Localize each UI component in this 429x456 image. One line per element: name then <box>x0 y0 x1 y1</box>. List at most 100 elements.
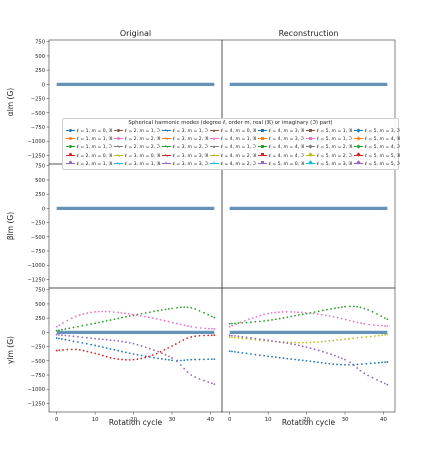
data-point <box>72 326 75 329</box>
legend-label: ℓ = 5, m = 5, ℜ <box>365 153 401 159</box>
legend-label: ℓ = 5, m = 4, ℑ <box>365 145 400 151</box>
legend-label: ℓ = 3, m = 2, ℜ <box>173 137 209 143</box>
legend-item: ℓ = 2, m = 0, ℜ <box>66 153 112 160</box>
legend-title: Spherical harmonic modes (degree ℓ, orde… <box>128 120 333 126</box>
data-point <box>98 321 100 324</box>
legend-label: ℓ = 5, m = 5, ℑ <box>365 161 400 167</box>
data-point <box>70 348 73 351</box>
legend-swatch <box>162 153 171 157</box>
data-point <box>124 315 127 318</box>
x-tick-label: 40 <box>380 417 387 423</box>
legend-swatch <box>66 128 75 132</box>
data-point <box>78 314 81 316</box>
data-point <box>254 338 257 341</box>
legend-label: ℓ = 4, m = 2, ℑ <box>221 161 256 167</box>
data-point <box>336 339 338 341</box>
data-point <box>198 358 201 361</box>
data-point <box>313 341 316 344</box>
y-tick-label: 500 <box>35 54 45 60</box>
panel-frame-gamma-reconstruction <box>221 287 396 413</box>
legend-label: ℓ = 4, m = 3, ℜ <box>269 129 305 134</box>
legend-item: ℓ = 5, m = 2, ℜ <box>306 144 352 151</box>
y-tick-label: 750 <box>35 164 45 170</box>
series-gamma-original-3 <box>55 337 216 362</box>
legend-item: ℓ = 4, m = 1, ℜ <box>210 136 256 143</box>
legend-item: ℓ = 4, m = 1, ℑ <box>210 144 256 151</box>
data-point <box>344 338 346 341</box>
data-point <box>254 353 257 356</box>
data-point <box>317 349 320 352</box>
x-tick-label: 10 <box>265 417 272 423</box>
legend-label: ℓ = 2, m = 0, ℜ <box>77 153 113 159</box>
legend-item: ℓ = 1, m = 0, ℜ <box>66 128 112 135</box>
legend-label: ℓ = 4, m = 1, ℑ <box>221 145 256 151</box>
legend-label: ℓ = 3, m = 3, ℑ <box>173 161 208 167</box>
legend-swatch <box>354 152 363 157</box>
legend-item: ℓ = 5, m = 2, ℑ <box>306 152 352 160</box>
legend-item: ℓ = 1, m = 1, ℑ <box>66 144 112 151</box>
data-point <box>365 336 368 338</box>
data-point <box>121 358 123 361</box>
data-point <box>294 343 296 346</box>
data-point <box>190 307 193 309</box>
data-point <box>124 312 126 315</box>
data-point <box>136 343 139 346</box>
data-point <box>231 324 234 327</box>
data-point <box>151 317 154 320</box>
data-point <box>168 308 170 310</box>
legend-label: ℓ = 1, m = 1, ℑ <box>77 145 112 151</box>
data-point <box>301 359 304 362</box>
y-tick-label: −1250 <box>27 153 45 159</box>
data-point <box>186 306 189 309</box>
data-point <box>98 345 100 348</box>
data-point <box>117 349 120 352</box>
data-point <box>72 335 75 338</box>
data-point <box>317 310 320 313</box>
data-point <box>381 334 384 337</box>
data-point <box>258 338 261 341</box>
data-point <box>267 312 270 315</box>
data-point <box>337 306 340 309</box>
data-point <box>136 353 139 356</box>
data-point <box>282 317 285 319</box>
legend-item: ℓ = 4, m = 4, ℜ <box>258 144 304 151</box>
data-point <box>113 339 116 342</box>
data-point <box>58 337 60 340</box>
data-point <box>198 309 201 312</box>
legend-label: ℓ = 5, m = 1, ℜ <box>317 129 353 134</box>
data-point <box>64 328 67 330</box>
data-point <box>245 336 248 339</box>
data-point <box>180 306 182 309</box>
data-point <box>151 354 154 357</box>
data-point <box>68 327 71 330</box>
data-point <box>147 316 150 319</box>
data-point <box>120 311 123 314</box>
data-point <box>363 307 366 310</box>
legend-swatch <box>354 136 363 141</box>
y-tick-label: −1250 <box>27 401 45 407</box>
data-point <box>180 359 182 362</box>
data-point <box>101 320 104 323</box>
data-point <box>324 340 327 343</box>
data-point <box>82 349 85 352</box>
legend-label: ℓ = 2, m = 2, ℑ <box>125 145 160 151</box>
data-point <box>85 324 88 326</box>
data-point <box>313 311 316 313</box>
data-point <box>270 312 273 314</box>
data-point <box>384 333 386 336</box>
legend-label: ℓ = 4, m = 2, ℜ <box>221 153 257 159</box>
legend-item: ℓ = 5, m = 1, ℜ <box>306 128 352 135</box>
y-tick-label: −750 <box>31 249 45 255</box>
legend-swatch <box>354 144 363 149</box>
legend-label: ℓ = 5, m = 1, ℑ <box>317 137 352 143</box>
data-point <box>90 311 92 314</box>
data-point <box>305 359 308 362</box>
series-gamma-original-4 <box>55 333 216 386</box>
data-point <box>386 361 389 363</box>
title-reconstruction: Reconstruction <box>279 29 339 38</box>
data-point <box>234 336 236 339</box>
data-point <box>213 383 216 386</box>
data-point <box>132 342 135 345</box>
